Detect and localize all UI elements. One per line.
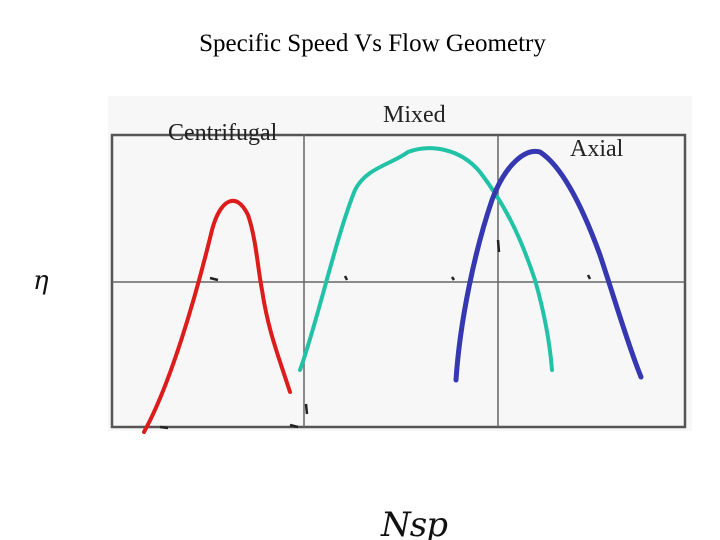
axial-curve bbox=[453, 148, 644, 383]
centrifugal-curve bbox=[142, 199, 292, 434]
plot-frame bbox=[110, 133, 687, 429]
centrifugal-label: Centrifugal bbox=[168, 120, 278, 146]
axial-label: Axial bbox=[570, 136, 624, 162]
x-axis-specific-speed-symbol: Nsp bbox=[381, 505, 448, 540]
y-axis-efficiency-symbol: η bbox=[33, 266, 49, 296]
tick-marks bbox=[159, 239, 592, 430]
mixed-curve bbox=[298, 146, 554, 372]
mixed-label: Mixed bbox=[383, 102, 446, 128]
slide-title: Specific Speed Vs Flow Geometry bbox=[199, 30, 546, 57]
